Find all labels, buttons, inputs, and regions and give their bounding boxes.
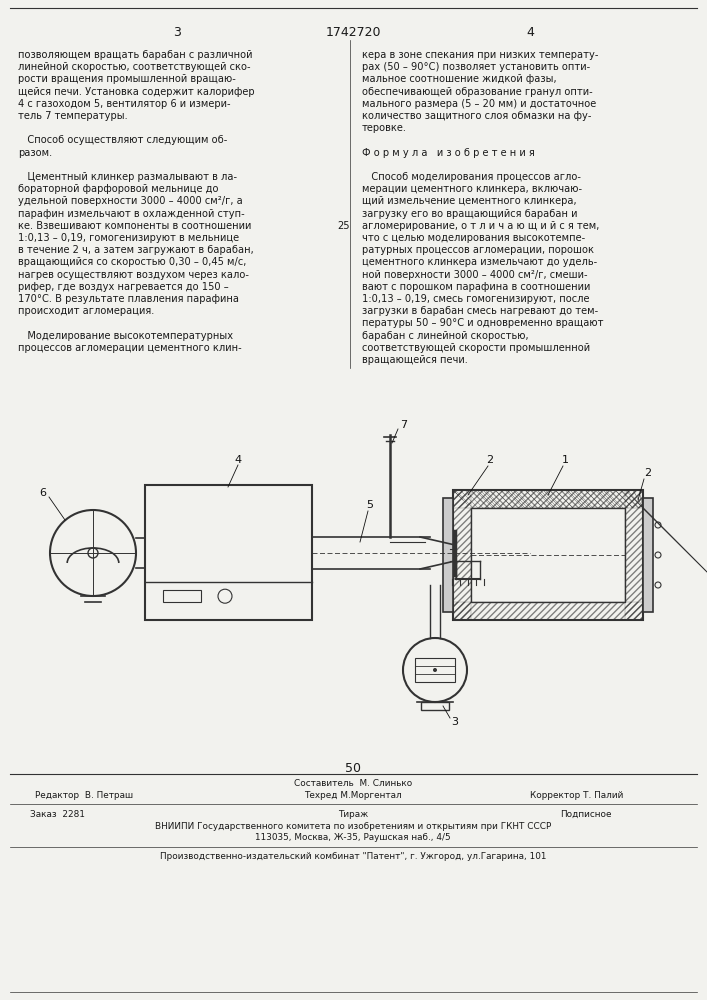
Text: разом.: разом. [18,148,52,158]
Text: теровке.: теровке. [362,123,407,133]
Text: бораторной фарфоровой мельнице до: бораторной фарфоровой мельнице до [18,184,218,194]
Text: Производственно-издательский комбинат "Патент", г. Ужгород, ул.Гагарина, 101: Производственно-издательский комбинат "П… [160,852,547,861]
Text: Цементный клинкер размалывают в ла-: Цементный клинкер размалывают в ла- [18,172,237,182]
Text: 1742720: 1742720 [325,26,381,39]
Circle shape [403,638,467,702]
Text: 2: 2 [486,455,493,465]
Text: обеспечивающей образование гранул опти-: обеспечивающей образование гранул опти- [362,87,592,97]
Bar [415,658,455,682]
Text: щейся печи. Установка содержит калорифер: щейся печи. Установка содержит калорифер [18,87,255,97]
Bar [453,490,471,620]
Text: 4 с газоходом 5, вентилятор 6 и измери-: 4 с газоходом 5, вентилятор 6 и измери- [18,99,230,109]
Bar [643,498,653,612]
Text: мерации цементного клинкера, включаю-: мерации цементного клинкера, включаю- [362,184,582,194]
Text: позволяющем вращать барабан с различной: позволяющем вращать барабан с различной [18,50,252,60]
Text: мальное соотношение жидкой фазы,: мальное соотношение жидкой фазы, [362,74,556,84]
Text: 50: 50 [345,762,361,775]
Text: Подписное: Подписное [560,810,612,819]
Text: удельной поверхности 3000 – 4000 см²/г, а: удельной поверхности 3000 – 4000 см²/г, … [18,196,243,206]
Bar [443,498,453,612]
Text: вращающейся печи.: вращающейся печи. [362,355,468,365]
Text: что с целью моделирования высокотемпе-: что с целью моделирования высокотемпе- [362,233,585,243]
Text: 6: 6 [40,488,47,498]
Text: мального размера (5 – 20 мм) и достаточное: мального размера (5 – 20 мм) и достаточн… [362,99,596,109]
Text: 1:0,13 – 0,19, смесь гомогенизируют, после: 1:0,13 – 0,19, смесь гомогенизируют, пос… [362,294,590,304]
Text: Техред М.Моргентал: Техред М.Моргентал [304,791,402,800]
Text: щий измельчение цементного клинкера,: щий измельчение цементного клинкера, [362,196,577,206]
Text: агломерирование, о т л и ч а ю щ и й с я тем,: агломерирование, о т л и ч а ю щ и й с я… [362,221,600,231]
Text: цементного клинкера измельчают до удель-: цементного клинкера измельчают до удель- [362,257,597,267]
Text: в течение 2 ч, а затем загружают в барабан,: в течение 2 ч, а затем загружают в бараб… [18,245,254,255]
Text: 170°С. В результате плавления парафина: 170°С. В результате плавления парафина [18,294,239,304]
Text: Корректор Т. Палий: Корректор Т. Палий [530,791,624,800]
Text: барабан с линейной скоростью,: барабан с линейной скоростью, [362,331,529,341]
Text: 2: 2 [645,468,652,478]
Text: кера в зоне спекания при низких температу-: кера в зоне спекания при низких температ… [362,50,599,60]
Bar [453,602,643,620]
Bar [163,590,201,602]
Text: происходит агломерация.: происходит агломерация. [18,306,154,316]
Circle shape [433,668,437,672]
Text: 3: 3 [173,26,181,39]
Text: 5: 5 [366,500,373,510]
Text: Способ осуществляют следующим об-: Способ осуществляют следующим об- [18,135,228,145]
Text: загрузки в барабан смесь нагревают до тем-: загрузки в барабан смесь нагревают до те… [362,306,598,316]
Bar [453,490,643,620]
Text: ке. Взвешивают компоненты в соотношении: ке. Взвешивают компоненты в соотношении [18,221,252,231]
Text: рах (50 – 90°С) позволяет установить опти-: рах (50 – 90°С) позволяет установить опт… [362,62,590,72]
Text: Редактор  В. Петраш: Редактор В. Петраш [35,791,133,800]
Text: 1: 1 [561,455,568,465]
Text: Моделирование высокотемпературных: Моделирование высокотемпературных [18,331,233,341]
Text: 4: 4 [235,455,242,465]
Text: 7: 7 [400,420,407,430]
Bar [421,702,449,710]
Bar [625,490,643,620]
Text: загрузку его во вращающийся барабан и: загрузку его во вращающийся барабан и [362,209,578,219]
Text: ной поверхности 3000 – 4000 см²/г, смеши-: ной поверхности 3000 – 4000 см²/г, смеши… [362,270,588,280]
Text: тель 7 температуры.: тель 7 температуры. [18,111,128,121]
Text: 25: 25 [338,221,350,231]
Text: вают с порошком парафина в соотношении: вают с порошком парафина в соотношении [362,282,590,292]
Text: 1:0,13 – 0,19, гомогенизируют в мельнице: 1:0,13 – 0,19, гомогенизируют в мельнице [18,233,239,243]
Text: Составитель  М. Слинько: Составитель М. Слинько [294,779,412,788]
Text: вращающийся со скоростью 0,30 – 0,45 м/с,: вращающийся со скоростью 0,30 – 0,45 м/с… [18,257,246,267]
Text: 113035, Москва, Ж-35, Раушская наб., 4/5: 113035, Москва, Ж-35, Раушская наб., 4/5 [255,833,451,842]
Text: Тираж: Тираж [338,810,368,819]
Text: количество защитного слоя обмазки на фу-: количество защитного слоя обмазки на фу- [362,111,592,121]
Text: парафин измельчают в охлажденной ступ-: парафин измельчают в охлажденной ступ- [18,209,245,219]
Text: рифер, где воздух нагревается до 150 –: рифер, где воздух нагревается до 150 – [18,282,229,292]
Text: Заказ  2281: Заказ 2281 [30,810,85,819]
Bar [453,490,643,508]
Text: линейной скоростью, соответствующей ско-: линейной скоростью, соответствующей ско- [18,62,250,72]
Text: процессов агломерации цементного клин-: процессов агломерации цементного клин- [18,343,242,353]
Text: пературы 50 – 90°С и одновременно вращают: пературы 50 – 90°С и одновременно вращаю… [362,318,604,328]
Text: Ф о р м у л а   и з о б р е т е н и я: Ф о р м у л а и з о б р е т е н и я [362,148,534,158]
Text: ВНИИПИ Государственного комитета по изобретениям и открытиям при ГКНТ СССР: ВНИИПИ Государственного комитета по изоб… [155,822,551,831]
Text: рости вращения промышленной вращаю-: рости вращения промышленной вращаю- [18,74,236,84]
Text: 4: 4 [526,26,534,39]
Bar [471,508,625,602]
Text: нагрев осуществляют воздухом через кало-: нагрев осуществляют воздухом через кало- [18,270,249,280]
Text: ратурных процессов агломерации, порошок: ратурных процессов агломерации, порошок [362,245,594,255]
Text: 3: 3 [452,717,459,727]
Text: Способ моделирования процессов агло-: Способ моделирования процессов агло- [362,172,581,182]
Bar [145,485,312,620]
Text: соответствующей скорости промышленной: соответствующей скорости промышленной [362,343,590,353]
